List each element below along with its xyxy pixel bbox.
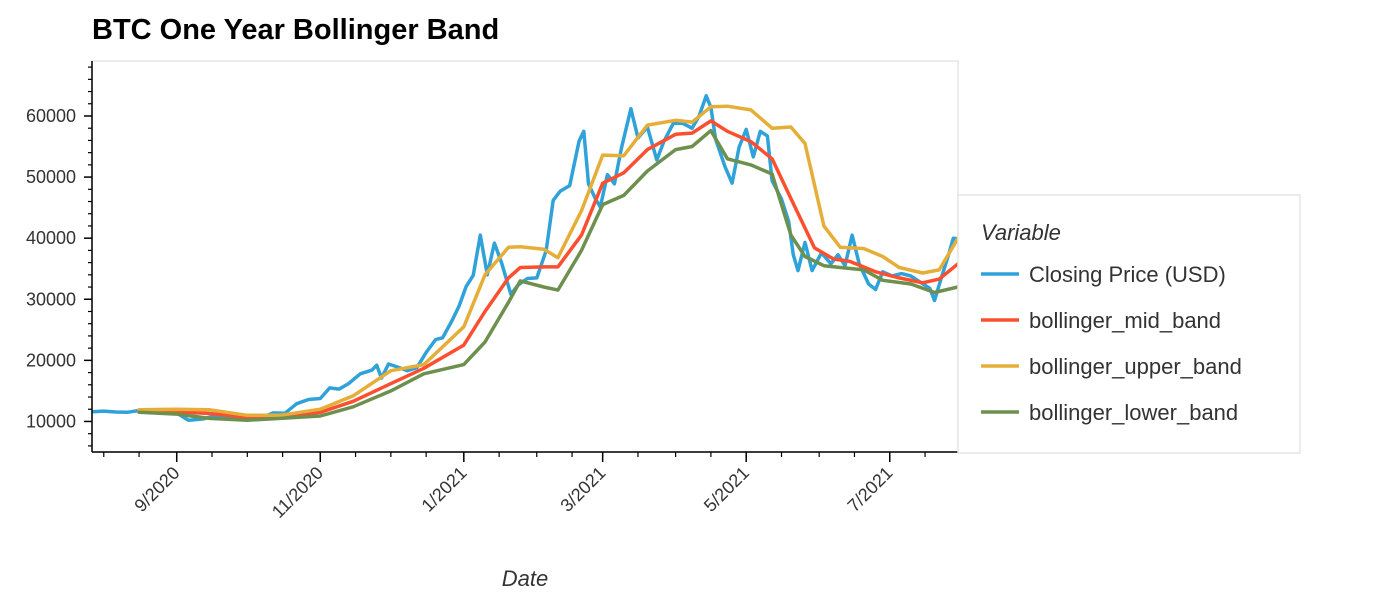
- plot-frame: [91, 60, 959, 453]
- x-tick-label: 5/2021: [700, 463, 753, 516]
- x-tick-label: 3/2021: [556, 463, 609, 516]
- x-tick-label: 7/2021: [844, 463, 897, 516]
- y-tick-label: 60000: [26, 106, 76, 126]
- y-tick-label: 50000: [26, 167, 76, 187]
- series-line-bollinger-lower-band: [137, 128, 958, 422]
- x-tick-label: 11/2020: [268, 463, 327, 522]
- lines-layer: [92, 94, 958, 422]
- legend-label: bollinger_mid_band: [1029, 308, 1221, 333]
- series-line-closing-price-usd: [92, 94, 958, 422]
- legend-label: Closing Price (USD): [1029, 262, 1226, 287]
- legend-title: Variable: [981, 220, 1061, 245]
- plot-area: [91, 60, 959, 453]
- x-axis-title: Date: [502, 566, 548, 591]
- legend-label: bollinger_lower_band: [1029, 400, 1238, 425]
- y-tick-label: 10000: [26, 411, 76, 431]
- legend-label: bollinger_upper_band: [1029, 354, 1242, 379]
- y-tick-label: 40000: [26, 228, 76, 248]
- y-tick-label: 30000: [26, 289, 76, 309]
- x-tick-label: 9/2020: [130, 463, 183, 516]
- series-line-bollinger-mid-band: [137, 119, 958, 419]
- x-tick-label: 1/2021: [418, 463, 471, 516]
- chart-title: BTC One Year Bollinger Band: [92, 14, 500, 46]
- legend: Variable Closing Price (USD) bollinger_mid…: [957, 194, 1301, 454]
- series-line-bollinger-upper-band: [137, 104, 958, 418]
- y-tick-label: 20000: [26, 350, 76, 370]
- legend-box: [957, 194, 1301, 454]
